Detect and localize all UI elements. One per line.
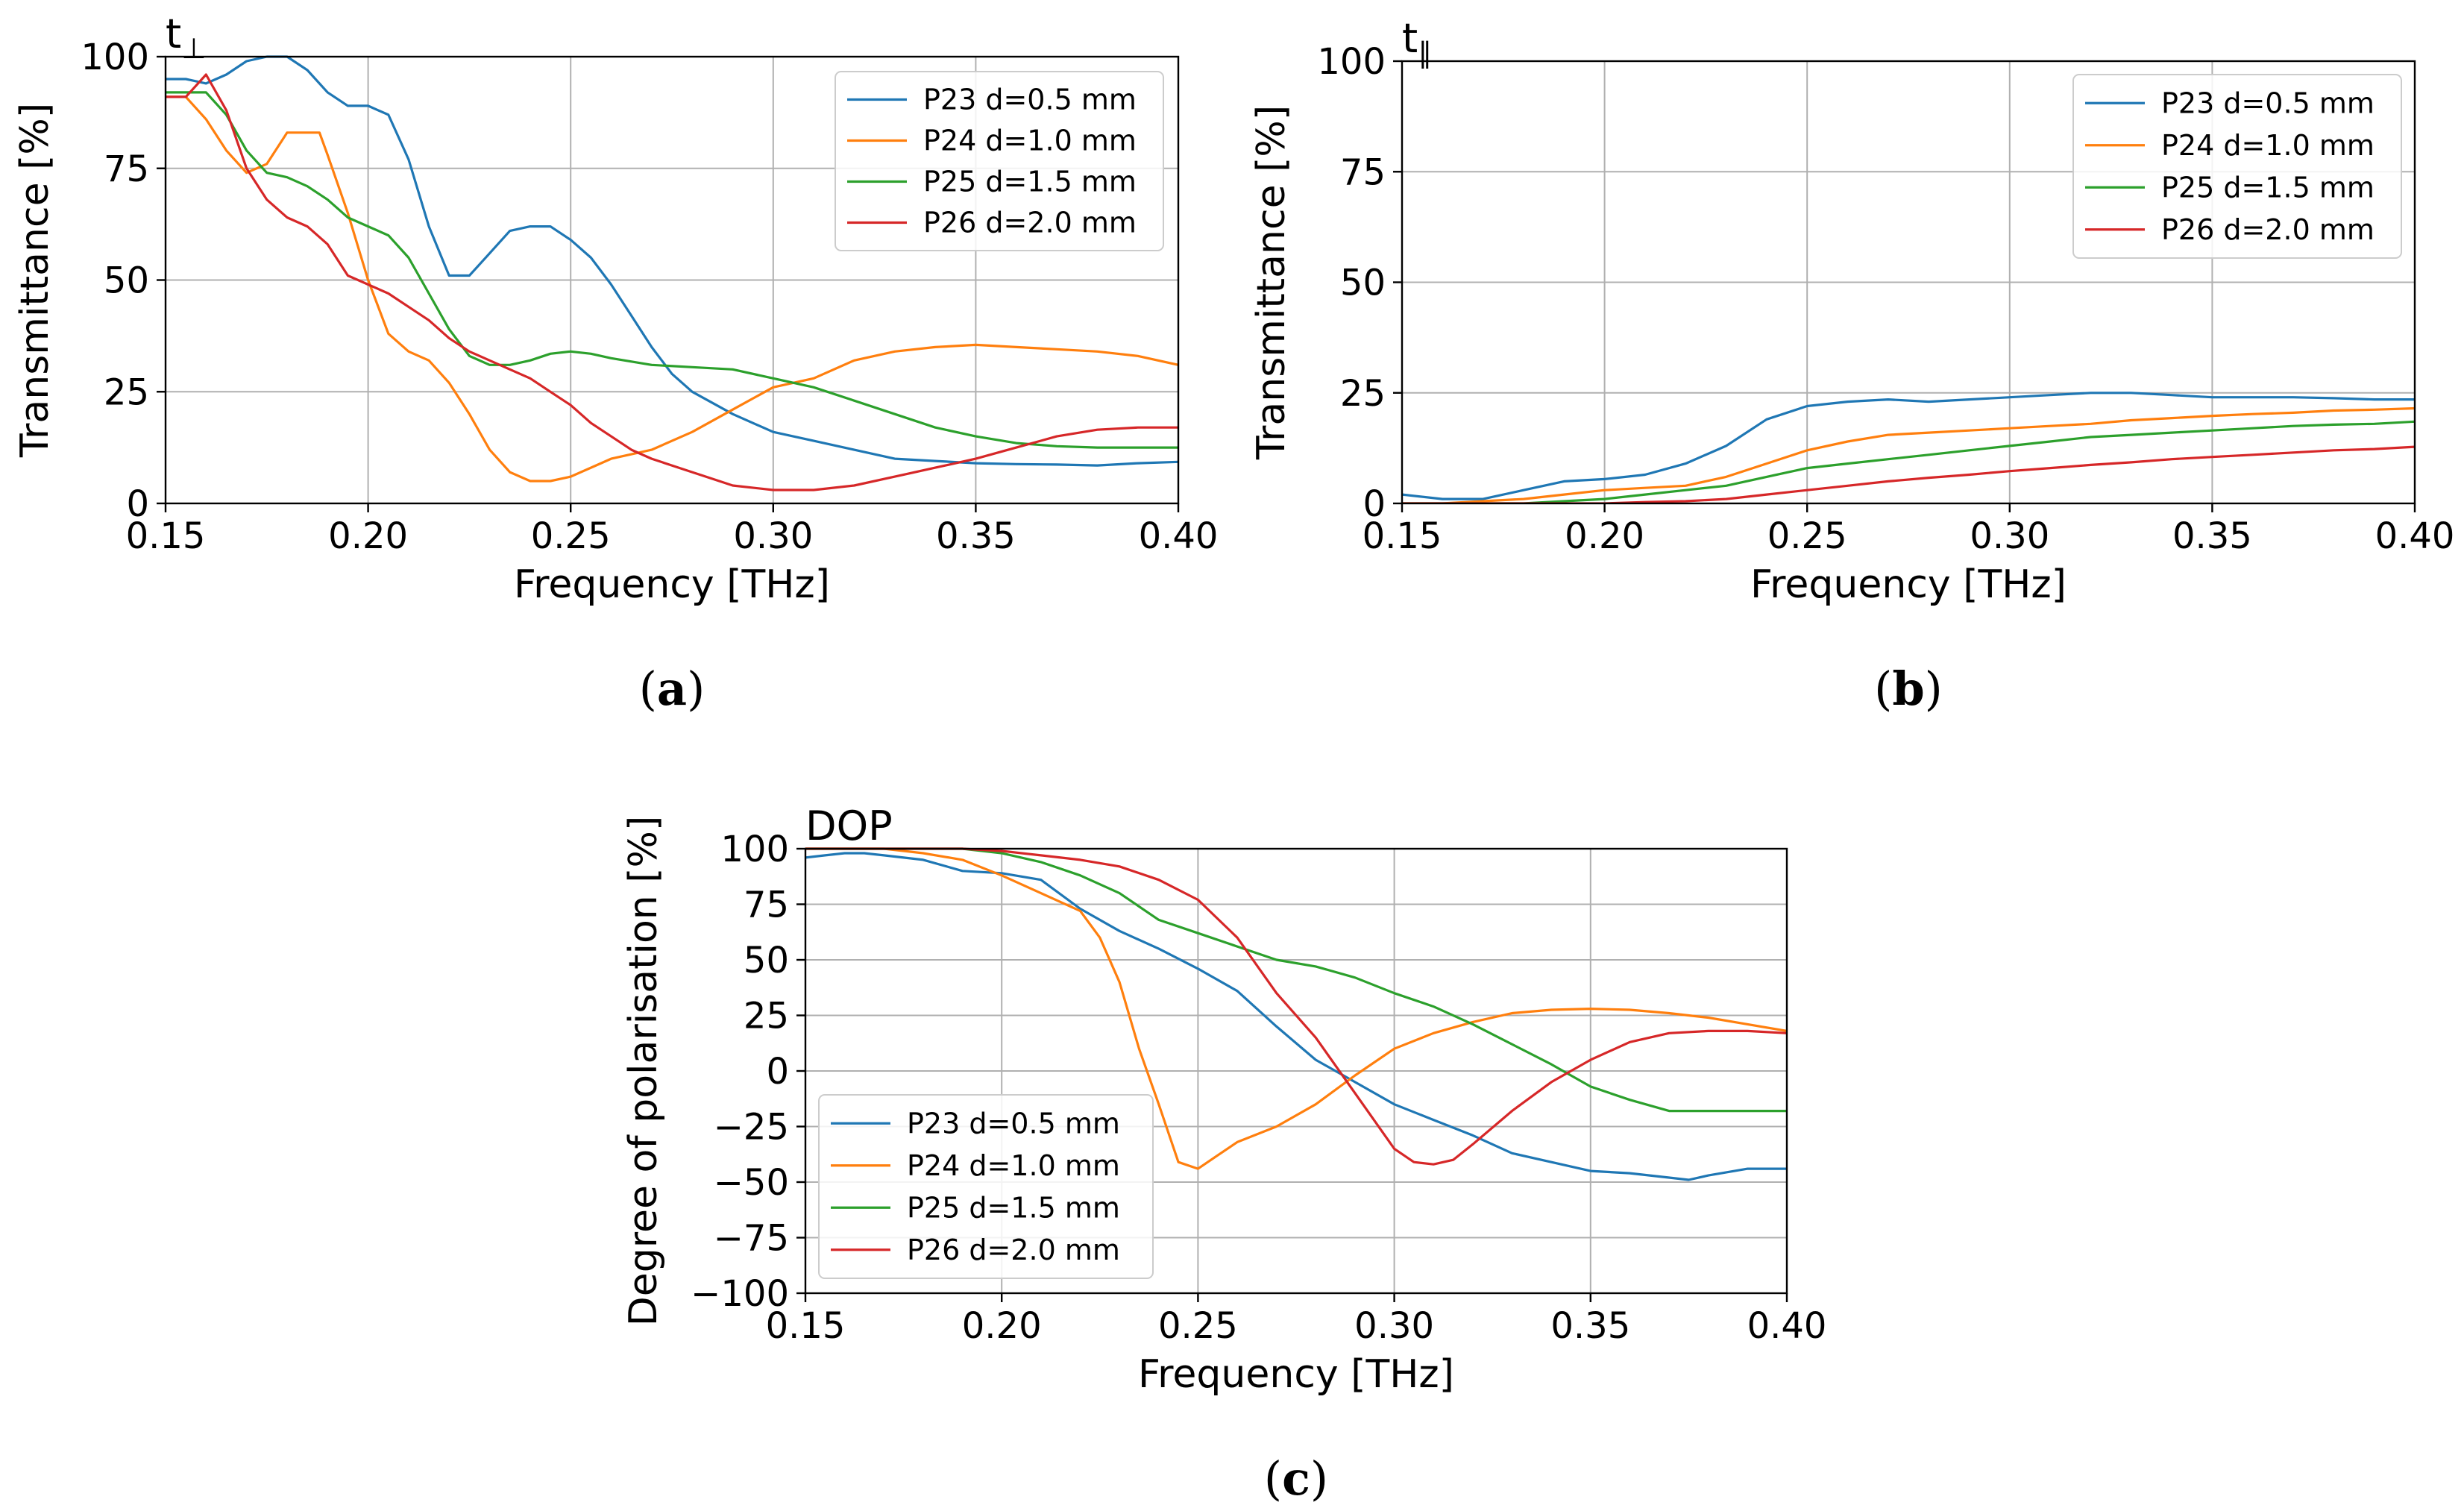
panel-b-title-subscript: ∥ <box>1418 37 1432 69</box>
panel-a-legend-label-3: P26 d=2.0 mm <box>923 207 1137 239</box>
panel-a-x-tick-label-5: 0.40 <box>1139 515 1219 557</box>
panel-b-x-tick-label-2: 0.25 <box>1767 515 1847 557</box>
panel-b-title-base: t <box>1402 15 1418 62</box>
panel-a-x-tick-label-1: 0.20 <box>328 515 408 557</box>
panel-a: 0.15 0.20 0.25 0.30 0.35 0.40 0 25 50 75 100 Freque… <box>13 10 1218 716</box>
panel-a-series-line-0 <box>166 55 1178 467</box>
panel-b-legend-label-0: P23 d=0.5 mm <box>2161 87 2375 119</box>
panel-c-caption: (c) <box>1264 1451 1328 1506</box>
panel-b-legend-label-1: P24 d=1.0 mm <box>2161 129 2375 162</box>
panel-a-legend: P23 d=0.5 mm P24 d=1.0 mm P25 d=1.5 mm P26 … <box>835 71 1164 251</box>
panel-a-legend-box <box>835 71 1164 251</box>
panel-b-y-axis-title: Transmittance [%] <box>1249 105 1294 460</box>
panel-a-x-tick-label-4: 0.35 <box>936 515 1016 557</box>
panel-c-y-tick-label-4: 0 <box>766 1051 789 1093</box>
panel-c-y-axis-title: Degree of polarisation [%] <box>621 816 666 1326</box>
panel-c-y-tick-label-6: 50 <box>744 940 789 981</box>
panel-c-y-tick-label-0: −100 <box>691 1273 789 1315</box>
panel-b-title: t∥ <box>1402 15 1432 69</box>
panel-a-legend-label-2: P25 d=1.5 mm <box>923 166 1137 198</box>
panel-a-y-tick-label-1: 25 <box>104 371 149 413</box>
panel-a-series-line-1 <box>166 95 1178 483</box>
panel-c-x-tick-label-3: 0.30 <box>1354 1305 1434 1347</box>
panel-a-x-tick-label-0: 0.15 <box>126 515 206 557</box>
panel-c-x-tick-label-5: 0.40 <box>1747 1305 1827 1347</box>
panel-b-x-tick-label-1: 0.20 <box>1565 515 1644 557</box>
panel-b-x-tick-label-0: 0.15 <box>1363 515 1442 557</box>
panel-b-series-line-3 <box>1402 445 2415 503</box>
panel-c-series-line-3 <box>805 847 1787 1166</box>
panel-a-legend-label-0: P23 d=0.5 mm <box>923 84 1137 116</box>
panel-c-x-tick-label-4: 0.35 <box>1550 1305 1630 1347</box>
panel-c-legend-label-1: P24 d=1.0 mm <box>907 1149 1120 1182</box>
panel-b-x-tick-label-4: 0.35 <box>2172 515 2252 557</box>
panel-a-x-tick-label-3: 0.30 <box>733 515 813 557</box>
panel-b-series-line-2 <box>1402 420 2415 503</box>
panel-c-y-tick-label-2: −50 <box>714 1162 789 1204</box>
panel-b-legend: P23 d=0.5 mm P24 d=1.0 mm P25 d=1.5 mm P26 … <box>2072 74 2402 259</box>
panel-c-y-tick-label-5: 25 <box>744 996 789 1037</box>
panel-c-y-tick-label-1: −75 <box>714 1218 789 1260</box>
panel-a-caption-letter: a <box>657 662 687 716</box>
panel-a-y-axis-title: Transmittance [%] <box>13 103 57 458</box>
panel-a-y-tick-label-4: 100 <box>81 37 149 78</box>
panel-c-x-tick-label-1: 0.20 <box>962 1305 1042 1347</box>
panel-b-series-line-0 <box>1402 392 2415 500</box>
panel-b-y-tick-label-4: 100 <box>1317 41 1386 83</box>
panel-c-caption-letter: c <box>1282 1451 1310 1506</box>
panel-c-legend-label-2: P25 d=1.5 mm <box>907 1191 1120 1224</box>
panel-c-y-tick-label-3: −25 <box>714 1107 789 1149</box>
panel-b-legend-label-3: P26 d=2.0 mm <box>2161 213 2375 246</box>
panel-b-plot-area <box>1402 392 2415 503</box>
panel-c-legend-label-3: P26 d=2.0 mm <box>907 1234 1120 1266</box>
panel-b-y-tick-label-2: 50 <box>1340 263 1386 304</box>
panel-a-legend-label-1: P24 d=1.0 mm <box>923 125 1137 157</box>
panel-b-x-axis-title: Frequency [THz] <box>1750 562 2067 607</box>
panel-c-legend-label-0: P23 d=0.5 mm <box>907 1107 1120 1140</box>
panel-c-series-line-1 <box>805 847 1787 1170</box>
panel-a-series-line-2 <box>166 91 1178 449</box>
panel-b-x-tick-label-3: 0.30 <box>1970 515 2049 557</box>
panel-a-title: t⊥ <box>166 10 206 65</box>
panel-c-title-base: DOP <box>805 802 893 849</box>
panel-b-y-tick-label-1: 25 <box>1340 373 1386 415</box>
panel-c: 0.15 0.20 0.25 0.30 0.35 0.40 −100 −75 −50 −25 0 25… <box>621 802 1826 1506</box>
panel-b-legend-label-2: P25 d=1.5 mm <box>2161 171 2375 204</box>
panel-a-y-tick-label-2: 50 <box>104 260 149 302</box>
panel-a-x-tick-label-2: 0.25 <box>531 515 611 557</box>
panel-b: 0.15 0.20 0.25 0.30 0.35 0.40 0 25 50 75 100 Freque… <box>1249 15 2454 716</box>
panel-a-y-tick-label-3: 75 <box>104 148 149 190</box>
panel-a-y-tick-label-0: 0 <box>126 483 149 525</box>
panel-b-caption-letter: b <box>1892 662 1924 716</box>
panel-a-title-subscript: ⊥ <box>181 32 206 65</box>
panel-c-x-tick-label-2: 0.25 <box>1158 1305 1238 1347</box>
panel-c-x-tick-label-0: 0.15 <box>766 1305 846 1347</box>
panel-a-title-base: t <box>166 10 181 57</box>
panel-c-x-axis-title: Frequency [THz] <box>1138 1352 1454 1397</box>
panel-c-title: DOP <box>805 802 893 849</box>
panel-c-legend: P23 d=0.5 mm P24 d=1.0 mm P25 d=1.5 mm P26 … <box>818 1094 1154 1279</box>
panel-b-y-tick-label-3: 75 <box>1340 151 1386 193</box>
panel-b-y-tick-label-0: 0 <box>1363 483 1386 525</box>
panel-b-legend-box <box>2072 74 2402 259</box>
panel-a-plot-area <box>166 55 1178 491</box>
panel-a-x-axis-title: Frequency [THz] <box>514 562 830 607</box>
panel-b-x-tick-label-5: 0.40 <box>2375 515 2455 557</box>
panel-a-caption: (a) <box>639 662 705 716</box>
panel-b-caption: (b) <box>1874 662 1943 716</box>
panel-c-y-tick-label-8: 100 <box>720 829 789 870</box>
panel-b-series-line-1 <box>1402 406 2415 503</box>
panel-c-y-tick-label-7: 75 <box>744 885 789 926</box>
panel-a-series-line-3 <box>166 73 1178 491</box>
panel-c-legend-box <box>818 1094 1154 1279</box>
panel-c-series-line-0 <box>805 852 1787 1181</box>
